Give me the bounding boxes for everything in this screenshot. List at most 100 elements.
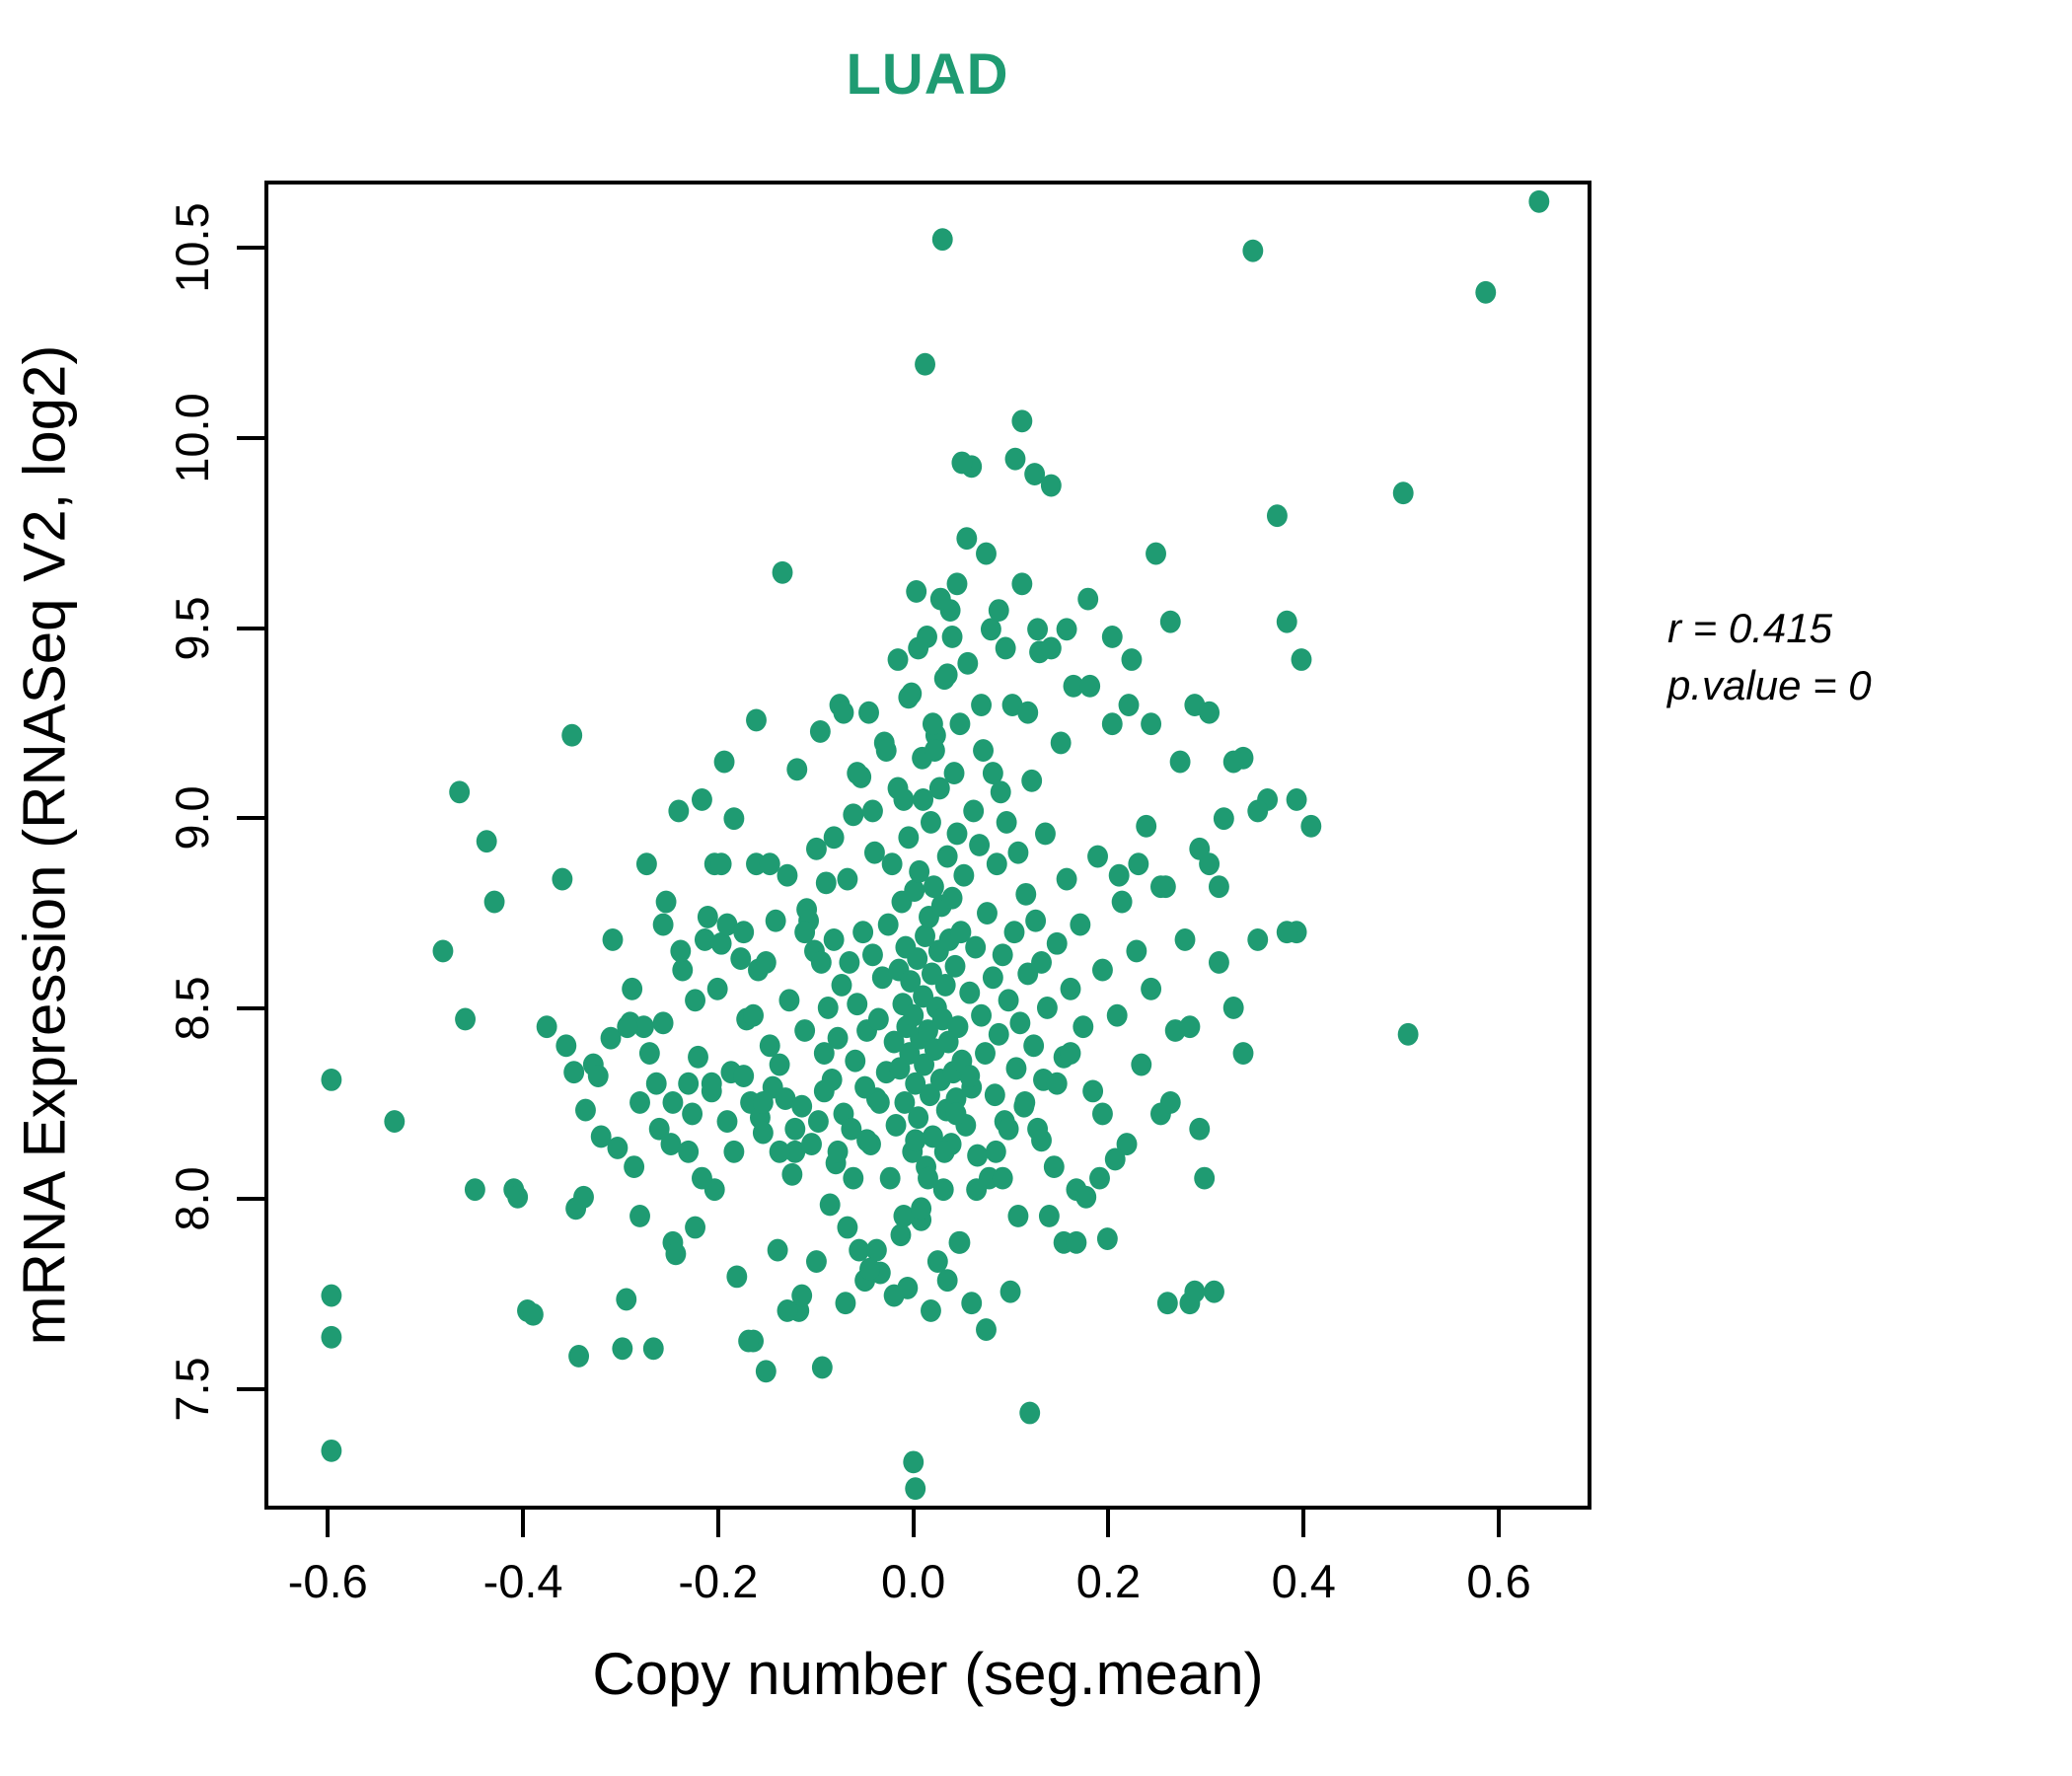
data-point [685, 989, 705, 1012]
data-point [1003, 921, 1025, 944]
data-point [575, 1098, 596, 1122]
data-point [622, 977, 643, 1000]
data-point [1050, 731, 1072, 755]
data-point [1146, 542, 1166, 565]
data-point [1189, 1117, 1211, 1141]
data-point [1104, 1147, 1126, 1171]
data-point [1156, 1292, 1178, 1315]
plot-panel [264, 181, 1591, 1510]
data-point [877, 913, 899, 936]
correlation-r-text: r = 0.415 [1667, 605, 1832, 651]
data-point [668, 799, 690, 823]
data-point [863, 841, 885, 864]
data-point [992, 1166, 1013, 1190]
data-point [936, 1269, 958, 1293]
data-point [1021, 769, 1043, 792]
data-point [723, 1140, 745, 1163]
data-point [904, 879, 925, 902]
data-point [694, 927, 715, 951]
data-point [777, 1298, 798, 1322]
data-point [616, 1288, 637, 1311]
data-point [522, 1302, 544, 1326]
y-axis-tick [237, 816, 264, 821]
data-point [1179, 1015, 1201, 1039]
data-point [1276, 921, 1297, 944]
data-point [752, 1090, 774, 1114]
y-axis-label-text: mRNA Expression (RNASeq V2, log2) [11, 344, 78, 1346]
data-point [660, 1133, 682, 1156]
data-point [835, 1292, 856, 1315]
y-axis-tick [237, 245, 264, 250]
data-point [1141, 712, 1162, 736]
data-point [801, 1133, 822, 1156]
x-axis-tick [1106, 1510, 1111, 1537]
data-point [950, 921, 972, 944]
data-point [759, 852, 780, 876]
data-point [1126, 939, 1147, 963]
data-point [984, 1083, 1005, 1107]
data-point [856, 1129, 877, 1152]
data-point [837, 867, 858, 891]
data-point [959, 1065, 981, 1087]
data-point [612, 1337, 633, 1361]
data-point [1291, 648, 1312, 671]
data-point [949, 1230, 971, 1254]
data-point [552, 867, 573, 891]
data-point [1070, 913, 1091, 936]
data-point [1007, 1205, 1029, 1227]
data-point [971, 694, 993, 716]
data-point [809, 719, 831, 743]
data-point [483, 890, 505, 914]
data-point [1199, 852, 1221, 876]
data-point [1092, 1102, 1113, 1126]
data-point [858, 701, 879, 724]
y-axis-tick-label: 9.0 [166, 785, 218, 851]
data-point [946, 822, 968, 846]
data-point [998, 989, 1019, 1012]
data-point [847, 993, 868, 1016]
data-point [507, 1185, 529, 1209]
data-point [1194, 1166, 1216, 1190]
data-point [670, 939, 692, 963]
data-point [743, 1003, 764, 1027]
data-point [1077, 587, 1099, 611]
data-point [909, 859, 930, 883]
data-point [929, 587, 951, 611]
data-point [887, 777, 909, 800]
data-point [1073, 1015, 1094, 1039]
data-point [710, 931, 732, 955]
data-point [1063, 674, 1084, 698]
data-point [1159, 610, 1181, 633]
data-point [1184, 1280, 1206, 1303]
data-point [985, 1140, 1006, 1163]
x-axis-tick-label: 0.4 [1271, 1555, 1336, 1607]
data-point [995, 636, 1016, 660]
data-point [1108, 863, 1130, 887]
y-axis-tick [237, 1006, 264, 1011]
data-point [999, 1280, 1021, 1303]
data-point [936, 845, 958, 868]
data-point [934, 974, 956, 997]
page-title: LUAD [846, 42, 1009, 107]
data-point [746, 708, 767, 732]
data-point [831, 974, 852, 997]
data-point [949, 712, 971, 736]
data-point [682, 1102, 703, 1126]
data-point [786, 758, 808, 781]
data-point [996, 811, 1017, 834]
data-point [1128, 852, 1149, 876]
y-axis-tick [237, 435, 264, 440]
data-point [1528, 189, 1550, 213]
y-axis-tick-label: 8.5 [166, 976, 218, 1042]
data-point [1011, 572, 1033, 596]
data-point [1092, 958, 1113, 982]
data-point [905, 1129, 926, 1152]
x-axis-tick [715, 1510, 720, 1537]
data-point [915, 925, 935, 948]
data-point [1017, 701, 1039, 724]
data-point [1040, 474, 1062, 497]
data-point [449, 780, 471, 804]
data-point [1023, 1034, 1045, 1058]
data-point [1046, 1072, 1068, 1095]
data-point [662, 1090, 684, 1114]
